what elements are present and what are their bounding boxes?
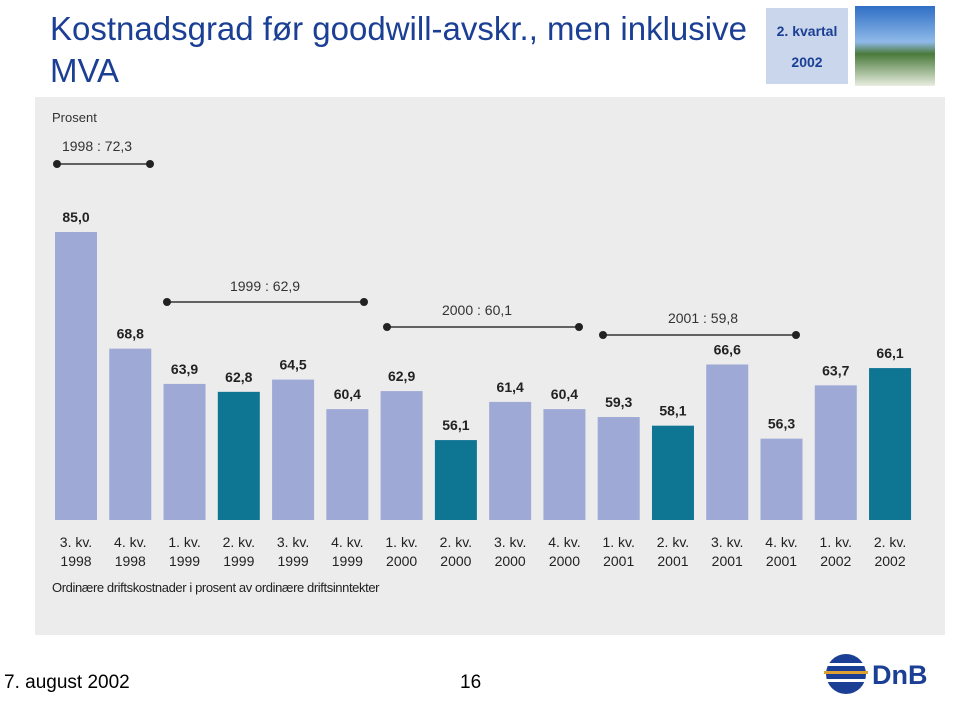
x-tick-label: 2. kv. 2002 — [873, 534, 907, 569]
note: Ordinære driftskostnader i prosent av or… — [52, 580, 380, 595]
x-tick-label: 4. kv. 2000 — [548, 534, 581, 569]
value-label: 56,3 — [768, 416, 795, 432]
bar — [109, 348, 152, 520]
x-tick-label: 1. kv. 2002 — [819, 534, 852, 569]
x-tick-label: 3. kv. 2001 — [711, 534, 744, 569]
bar — [651, 425, 694, 520]
value-label: 60,4 — [551, 386, 578, 402]
bracket-dot — [146, 160, 154, 168]
value-label: 60,4 — [334, 386, 361, 402]
bracket-dot — [575, 323, 583, 331]
quarter-box: 2. kvartal 2002 — [766, 8, 848, 84]
bracket-dot — [792, 331, 800, 339]
photo — [855, 6, 935, 86]
bar — [597, 417, 640, 520]
x-tick-label: 3. kv. 1999 — [276, 534, 310, 569]
x-tick-label: 4. kv. 1998 — [114, 534, 147, 569]
value-label: 62,8 — [225, 369, 252, 385]
x-tick-label: 1. kv. 2001 — [602, 534, 635, 569]
value-label: 62,9 — [388, 368, 415, 384]
date: 7. august 2002 — [4, 672, 130, 693]
value-label: 68,8 — [117, 326, 144, 342]
bracket-dot — [383, 323, 391, 331]
annotation: 2001 : 59,8 — [668, 310, 738, 326]
bar — [814, 385, 857, 520]
bar — [543, 409, 586, 520]
title: Kostnadsgrad før goodwill-avskr., men in… — [50, 10, 747, 89]
bar — [869, 368, 912, 520]
bracket-dot — [53, 160, 61, 168]
x-tick-label: 1. kv. 2000 — [385, 534, 418, 569]
bar — [272, 379, 315, 520]
y-label: Prosent — [52, 110, 97, 125]
value-label: 66,6 — [714, 341, 741, 357]
value-label: 63,7 — [822, 362, 849, 378]
bracket-dot — [599, 331, 607, 339]
value-label: 59,3 — [605, 394, 632, 410]
bar — [326, 409, 369, 520]
bar — [163, 383, 206, 520]
bar — [380, 391, 423, 520]
value-label: 61,4 — [497, 379, 524, 395]
year: 2002 — [791, 54, 823, 70]
x-tick-label: 4. kv. 1999 — [331, 534, 364, 569]
bracket-dot — [360, 298, 368, 306]
bar — [706, 364, 749, 520]
bracket-dot — [163, 298, 171, 306]
x-tick-label: 3. kv. 2000 — [493, 534, 527, 569]
chart-panel — [35, 97, 945, 635]
bar — [489, 401, 532, 520]
value-label: 56,1 — [442, 417, 469, 433]
bar — [760, 438, 803, 520]
value-label: 85,0 — [62, 209, 89, 225]
bar — [434, 440, 477, 520]
value-label: 58,1 — [659, 403, 686, 419]
value-label: 64,5 — [279, 357, 306, 373]
x-tick-label: 4. kv. 2001 — [765, 534, 798, 569]
annotation: 2000 : 60,1 — [442, 302, 512, 318]
x-tick-label: 2. kv. 1999 — [222, 534, 255, 569]
x-tick-label: 3. kv. 1998 — [59, 534, 93, 569]
x-tick-label: 2. kv. 2001 — [656, 534, 690, 569]
bar — [55, 232, 97, 520]
value-label: 63,9 — [171, 361, 198, 377]
annotation: 1999 : 62,9 — [230, 278, 300, 294]
bar — [217, 391, 260, 520]
value-label: 66,1 — [876, 345, 903, 361]
x-tick-label: 2. kv. 2000 — [439, 534, 473, 569]
annotation: 1998 : 72,3 — [62, 138, 132, 154]
x-tick-label: 1. kv. 1999 — [168, 534, 201, 569]
page-number: 16 — [460, 672, 482, 693]
quarter: 2. kvartal — [776, 23, 838, 39]
